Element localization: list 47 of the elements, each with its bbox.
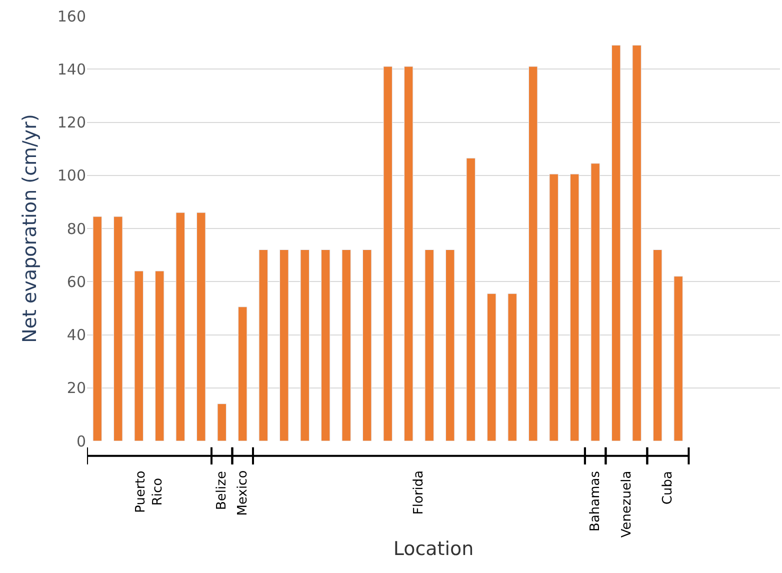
bar: [424, 250, 434, 441]
bar: [196, 212, 206, 441]
bar: [176, 212, 185, 441]
bar: [321, 250, 330, 441]
bar: [300, 250, 310, 441]
bar: [652, 250, 662, 441]
bar: [280, 250, 289, 441]
bar: [549, 174, 558, 441]
bar: [404, 66, 414, 441]
bar: [238, 306, 248, 441]
y-tick-label: 60: [66, 272, 86, 291]
text: Belize: [214, 471, 230, 510]
y-tick-label: 160: [57, 7, 86, 26]
text: Florida: [411, 470, 426, 515]
y-tick-label: 80: [66, 220, 86, 238]
bar: [383, 66, 392, 441]
y-tick-label: 0: [76, 432, 86, 450]
bar: [674, 276, 683, 441]
bar: [528, 66, 538, 441]
y-tick-label: 100: [57, 166, 86, 185]
y-tick-label: 120: [57, 114, 86, 132]
bar: [342, 250, 351, 441]
bar: [466, 158, 476, 441]
bar: [217, 404, 226, 441]
y-axis-title: Net evaporation (cm/yr): [19, 114, 42, 343]
bar: [114, 216, 123, 441]
bar: [445, 250, 455, 441]
bar: [134, 270, 144, 441]
x-axis-title: Location: [393, 538, 474, 560]
bar: [570, 174, 580, 441]
bar: [92, 216, 102, 441]
text: Venezuela: [619, 470, 634, 538]
text: Bahamas: [588, 470, 604, 532]
bar: [611, 44, 621, 441]
bar: [590, 163, 600, 441]
bar: [486, 293, 496, 441]
y-tick-label: 140: [57, 60, 86, 78]
y-tick-label: 20: [66, 379, 86, 398]
bar: [362, 250, 372, 441]
text: Puerto Rico: [134, 470, 166, 513]
text: Mexico: [235, 470, 250, 516]
bar: [155, 270, 164, 441]
bar: [632, 44, 642, 441]
y-tick-label: 40: [66, 326, 86, 344]
bar: [258, 250, 268, 441]
bar: [508, 293, 517, 441]
text: Cuba: [660, 471, 676, 505]
